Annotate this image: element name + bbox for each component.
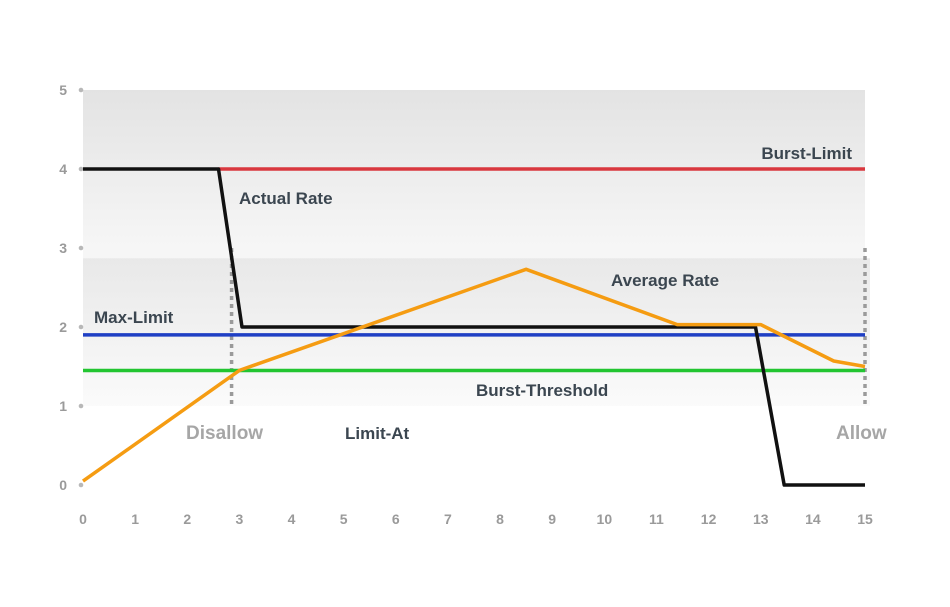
dotted-markers (229, 248, 867, 406)
y-tick-dot (78, 403, 84, 409)
x-tick-label: 1 (131, 511, 139, 527)
x-tick-label: 12 (701, 511, 717, 527)
x-tick-label: 14 (805, 511, 821, 527)
series-line-average-rate (81, 267, 866, 483)
x-tick-label: 3 (236, 511, 244, 527)
x-tick-label: 2 (183, 511, 191, 527)
background-bands (83, 90, 870, 406)
series-lines (81, 167, 866, 487)
x-tick-label: 4 (288, 511, 296, 527)
max-limit-label: Max-Limit (94, 308, 174, 327)
y-tick-label: 3 (59, 240, 67, 256)
y-tick-label: 1 (59, 398, 67, 414)
y-tick-dot (78, 482, 84, 488)
average-rate-label: Average Rate (611, 271, 719, 290)
y-tick-dot (78, 245, 84, 251)
y-tick-label: 0 (59, 477, 67, 493)
x-tick-label: 9 (548, 511, 556, 527)
x-tick-label: 10 (597, 511, 613, 527)
allow-label: Allow (836, 423, 887, 444)
x-tick-label: 6 (392, 511, 400, 527)
x-tick-label: 0 (79, 511, 87, 527)
actual-rate-label: Actual Rate (239, 189, 333, 208)
burst-threshold-label: Burst-Threshold (476, 381, 608, 400)
y-tick-dot (78, 166, 84, 172)
y-tick-dot (78, 324, 84, 330)
burst-limit-label: Burst-Limit (761, 144, 852, 163)
x-tick-label: 5 (340, 511, 348, 527)
x-tick-label: 15 (857, 511, 873, 527)
disallow-label: Disallow (186, 423, 263, 444)
y-tick-dot (78, 87, 84, 93)
series-line-actual-rate (83, 167, 865, 487)
y-tick-label: 4 (59, 161, 67, 177)
background-band-middle (83, 258, 870, 406)
annotations: Burst-Limit Actual Rate Average Rate Max… (94, 144, 887, 444)
x-tick-label: 8 (496, 511, 504, 527)
y-tick-label: 2 (59, 319, 67, 335)
reference-lines (83, 167, 865, 373)
y-tick-label: 5 (59, 82, 67, 98)
x-tick-label: 7 (444, 511, 452, 527)
limit-at-label: Limit-At (345, 424, 410, 443)
x-tick-label: 11 (649, 511, 664, 527)
x-tick-label: 13 (753, 511, 769, 527)
